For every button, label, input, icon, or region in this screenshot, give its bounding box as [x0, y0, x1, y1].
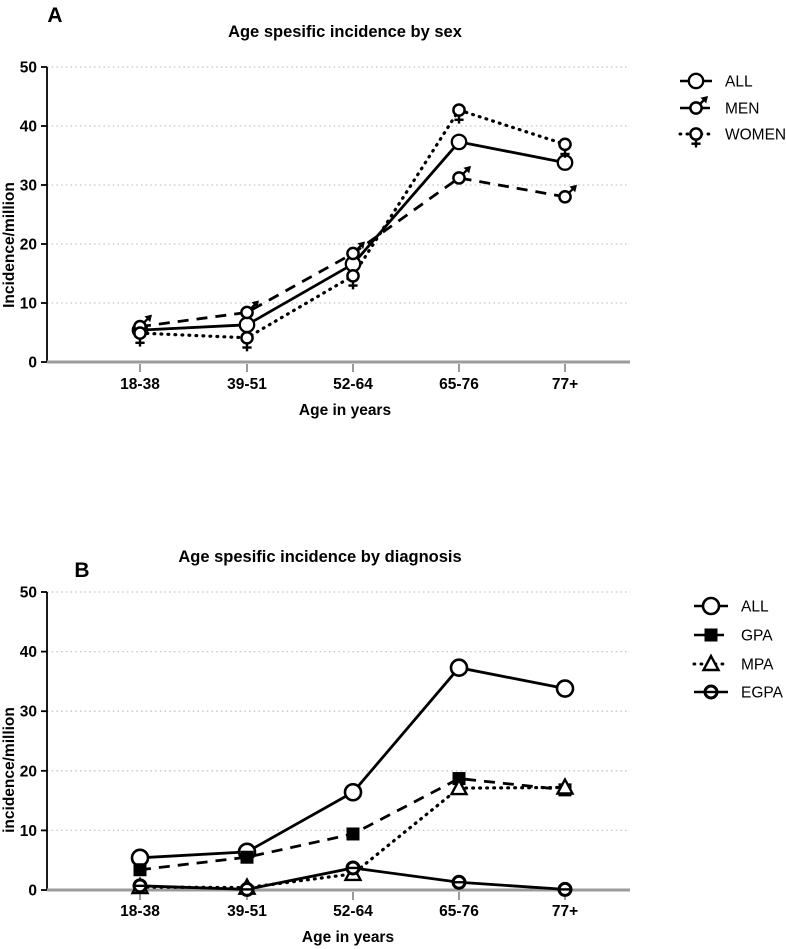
x-tick-label-52-64: 52-64: [333, 903, 373, 920]
marker-mpa-77-: [555, 776, 575, 795]
y-axis-label: Incidence/million: [1, 182, 18, 308]
y-tick-label-30: 30: [20, 704, 37, 721]
marker-mpa-65-76: [449, 777, 469, 796]
marker-women-39-51: [240, 330, 254, 352]
panel-label: B: [74, 559, 89, 582]
x-axis-label: Age in years: [299, 402, 391, 419]
marker-men-77-: [558, 184, 577, 204]
marker-men-65-76: [452, 165, 471, 185]
panel-a: A Age spesific incidence by sex 0 10 20 30 40 5…: [1, 4, 786, 419]
series-markers-egpa: [132, 860, 573, 897]
marker-gpa-52-64: [346, 827, 360, 841]
y-axis: 0 10 20 30 40 50: [20, 585, 48, 900]
legend-label-women: WOMEN: [725, 127, 786, 144]
marker-men-39-51: [240, 300, 259, 320]
marker-all-65-76: [450, 133, 468, 151]
y-tick-label-0: 0: [28, 355, 37, 372]
x-axis: 18-38 39-51 52-64 65-76 77+: [47, 888, 630, 920]
chart-title: Age spesific incidence by diagnosis: [178, 548, 461, 566]
marker-women-65-76: [452, 103, 466, 124]
legend-item-men: MEN: [680, 96, 759, 118]
legend-item-mpa: MPA: [692, 653, 774, 674]
marker-all-77-: [555, 679, 575, 698]
legend-item-women: WOMEN: [678, 127, 786, 148]
series-markers-women: [133, 103, 572, 352]
x-axis-label: Age in years: [302, 929, 394, 946]
x-tick-label-18-38: 18-38: [120, 903, 160, 920]
legend-label-men: MEN: [725, 101, 759, 118]
panel-b-chart-container: B Age spesific incidence by diagnosis 0 10 2…: [0, 475, 786, 949]
marker-women-18-38: [133, 326, 147, 347]
y-tick-label-30: 30: [20, 178, 37, 195]
legend-marker-male-icon: [689, 96, 708, 115]
marker-gpa-39-51: [240, 850, 254, 864]
y-tick-label-10: 10: [20, 823, 37, 840]
marker-egpa-52-64: [345, 860, 361, 876]
legend-label-gpa: GPA: [741, 628, 773, 645]
legend-marker-square-filled-icon: [704, 628, 718, 642]
legend-marker-circle-open-icon: [687, 72, 705, 90]
series-lines: [138, 666, 567, 891]
legend-marker-circle-line-icon: [703, 684, 719, 700]
panel-label: A: [47, 4, 62, 27]
marker-egpa-18-38: [132, 878, 148, 894]
marker-egpa-77-: [557, 881, 573, 897]
y-tick-label-0: 0: [28, 883, 37, 900]
legend-label-all: ALL: [741, 599, 769, 616]
x-tick-label-39-51: 39-51: [227, 376, 267, 393]
panel-b-chart: B Age spesific incidence by diagnosis 0 10 2…: [1, 548, 784, 946]
marker-women-77-: [558, 137, 572, 158]
x-tick-label-77-: 77+: [552, 903, 578, 920]
legend-label-mpa: MPA: [741, 657, 774, 674]
y-axis: 0 10 20 30 40 50: [20, 60, 48, 372]
marker-all-52-64: [343, 782, 363, 802]
legend-item-all: ALL: [694, 596, 769, 616]
panel-a-chart: A Age spesific incidence by sex 0 10 20 30 40 5…: [1, 4, 786, 419]
legend-label-all: ALL: [725, 74, 753, 91]
marker-all-65-76: [449, 658, 469, 677]
x-tick-label-77-: 77+: [552, 376, 578, 393]
y-tick-label-20: 20: [20, 763, 37, 780]
legend-label-egpa: EGPA: [741, 685, 784, 702]
series-markers-men: [133, 165, 577, 334]
x-tick-label-65-76: 65-76: [439, 903, 479, 920]
x-axis: 18-38 39-51 52-64 65-76 77+: [47, 360, 630, 393]
marker-egpa-39-51: [239, 881, 255, 897]
series-markers-all: [131, 133, 574, 339]
legend-marker-circle-open-large-icon: [701, 596, 721, 616]
marker-egpa-65-76: [451, 874, 467, 890]
marker-gpa-18-38: [133, 863, 147, 877]
gridlines: [47, 591, 630, 832]
legend-item-egpa: EGPA: [694, 684, 784, 702]
x-tick-label-65-76: 65-76: [439, 376, 479, 393]
y-tick-label-50: 50: [20, 60, 37, 77]
y-tick-label-10: 10: [20, 296, 37, 313]
legend-marker-female-icon: [689, 127, 703, 148]
y-tick-label-20: 20: [20, 237, 37, 254]
y-tick-label-50: 50: [20, 585, 37, 602]
marker-men-52-64: [346, 241, 365, 261]
marker-women-52-64: [346, 269, 360, 290]
y-tick-label-40: 40: [20, 644, 37, 661]
legend-item-all: ALL: [680, 72, 753, 91]
legend-marker-triangle-open-icon: [701, 653, 721, 672]
gridlines: [47, 66, 630, 304]
y-tick-label-40: 40: [20, 119, 37, 136]
panel-b: B Age spesific incidence by diagnosis 0 10 2…: [0, 475, 786, 949]
legend: ALL GPA MPA EGPA: [692, 596, 784, 702]
chart-title: Age spesific incidence by sex: [228, 23, 463, 41]
legend: ALL MEN WOMEN: [678, 72, 786, 148]
x-tick-label-18-38: 18-38: [120, 376, 160, 393]
y-axis-label: incidence/million: [1, 707, 18, 833]
series-line-all: [139, 140, 566, 332]
marker-all-39-51: [238, 316, 256, 334]
panel-a-chart-container: A Age spesific incidence by sex 0 10 20 30 40 5…: [1, 4, 786, 419]
x-tick-label-52-64: 52-64: [333, 376, 373, 393]
legend-item-gpa: GPA: [694, 628, 773, 645]
x-tick-label-39-51: 39-51: [227, 903, 267, 920]
